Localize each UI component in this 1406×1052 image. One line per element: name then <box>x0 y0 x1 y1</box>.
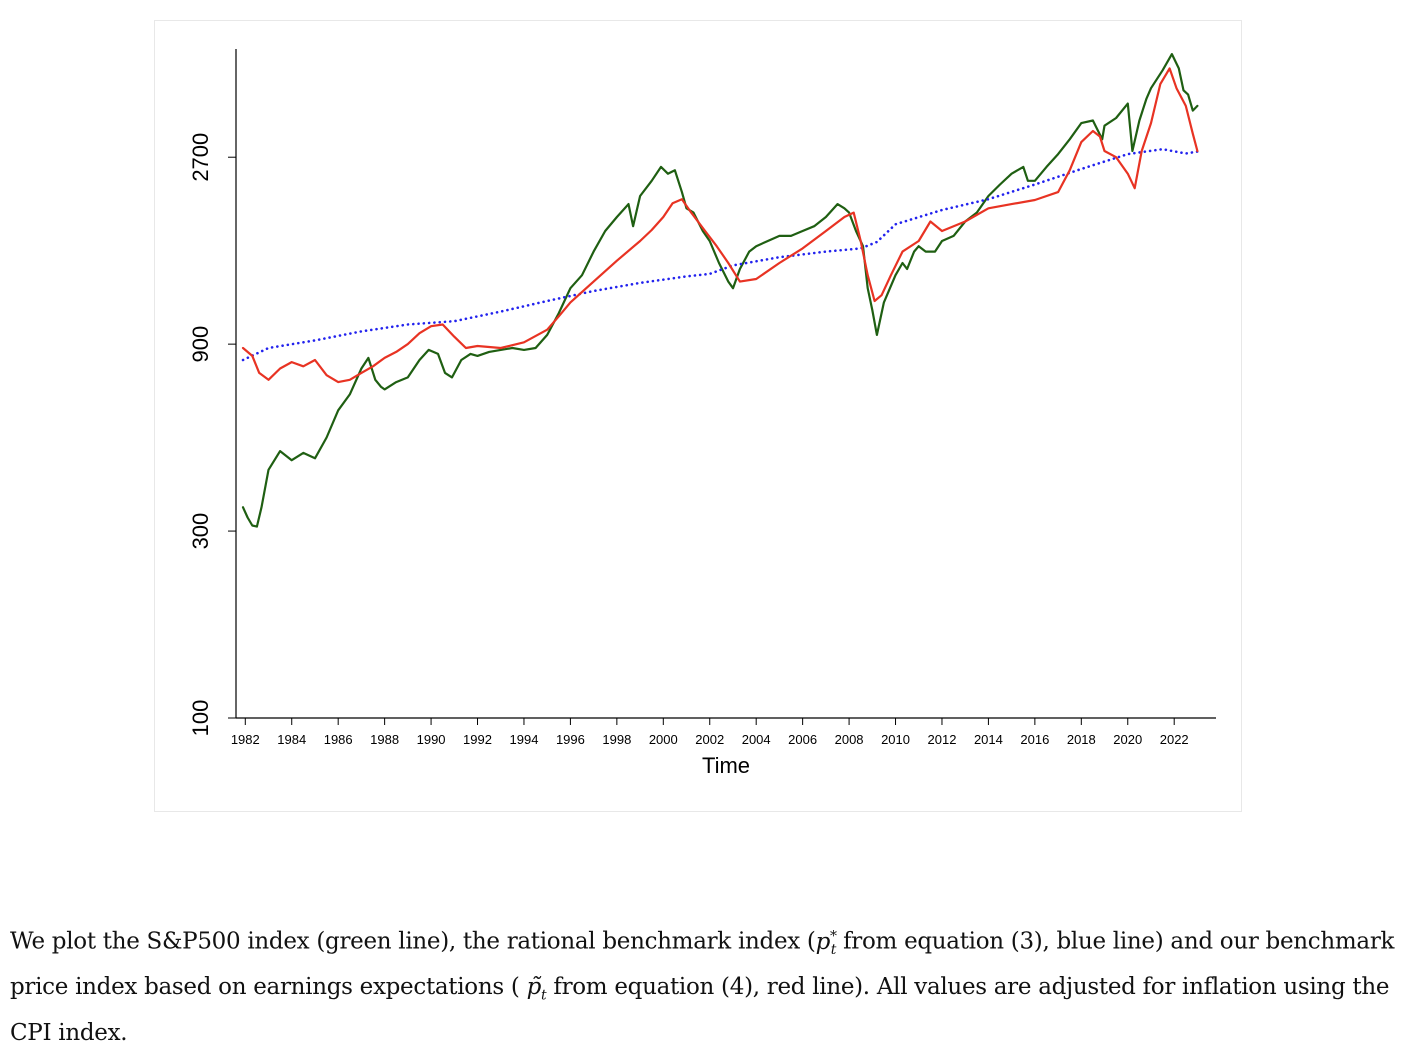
series-layer <box>241 52 1199 528</box>
x-tick-label: 2012 <box>928 732 957 747</box>
series-blue-line <box>241 147 1199 362</box>
y-tick-label: 100 <box>188 700 213 737</box>
y-tick-label: 2700 <box>188 133 213 182</box>
y-tick-label: 900 <box>188 326 213 363</box>
caption-text-2: from equation (3), blue line) and our be… <box>10 928 1395 1001</box>
x-tick-label: 2016 <box>1020 732 1049 747</box>
x-tick-label: 2004 <box>742 732 771 747</box>
x-tick-label: 1986 <box>324 732 353 747</box>
x-tick-label: 2018 <box>1067 732 1096 747</box>
caption-text-1: We plot the S&P500 index (green line), t… <box>10 928 816 955</box>
y-axis-ticks: 100 300 900 2700 <box>188 133 236 737</box>
x-tick-label: 2002 <box>695 732 724 747</box>
x-axis-ticks: 1982 1984 1986 1988 1990 1992 1994 1996 1998 2000… <box>231 718 1189 747</box>
y-tick-label: 300 <box>188 513 213 550</box>
x-tick-label: 1984 <box>277 732 306 747</box>
caption-text-3: from equation (4), red line). All values… <box>10 974 1390 1046</box>
x-tick-label: 2010 <box>881 732 910 747</box>
x-tick-label: 2014 <box>974 732 1003 747</box>
x-tick-label: 1990 <box>417 732 446 747</box>
x-tick-label: 1996 <box>556 732 585 747</box>
caption-math-p-star: p*t <box>815 928 837 959</box>
x-tick-label: 1992 <box>463 732 492 747</box>
series-green-line <box>241 52 1199 528</box>
figure-caption: We plot the S&P500 index (green line), t… <box>10 918 1400 1052</box>
x-tick-label: 2006 <box>788 732 817 747</box>
figure-frame: 1982 1984 1986 1988 1990 1992 1994 1996 1998 2000… <box>154 20 1242 812</box>
x-tick-label: 1998 <box>602 732 631 747</box>
x-tick-label: 2008 <box>835 732 864 747</box>
x-tick-label: 2000 <box>649 732 678 747</box>
line-chart: 1982 1984 1986 1988 1990 1992 1994 1996 1998 2000… <box>188 49 1216 778</box>
x-tick-label: 2020 <box>1113 732 1142 747</box>
series-red-line <box>241 67 1199 384</box>
x-tick-label: 2022 <box>1160 732 1189 747</box>
x-tick-label: 1988 <box>370 732 399 747</box>
x-tick-label: 1982 <box>231 732 260 747</box>
x-axis-title: Time <box>702 753 750 778</box>
caption-math-p-tilde: p̃t <box>526 974 547 1004</box>
x-tick-label: 1994 <box>510 732 539 747</box>
